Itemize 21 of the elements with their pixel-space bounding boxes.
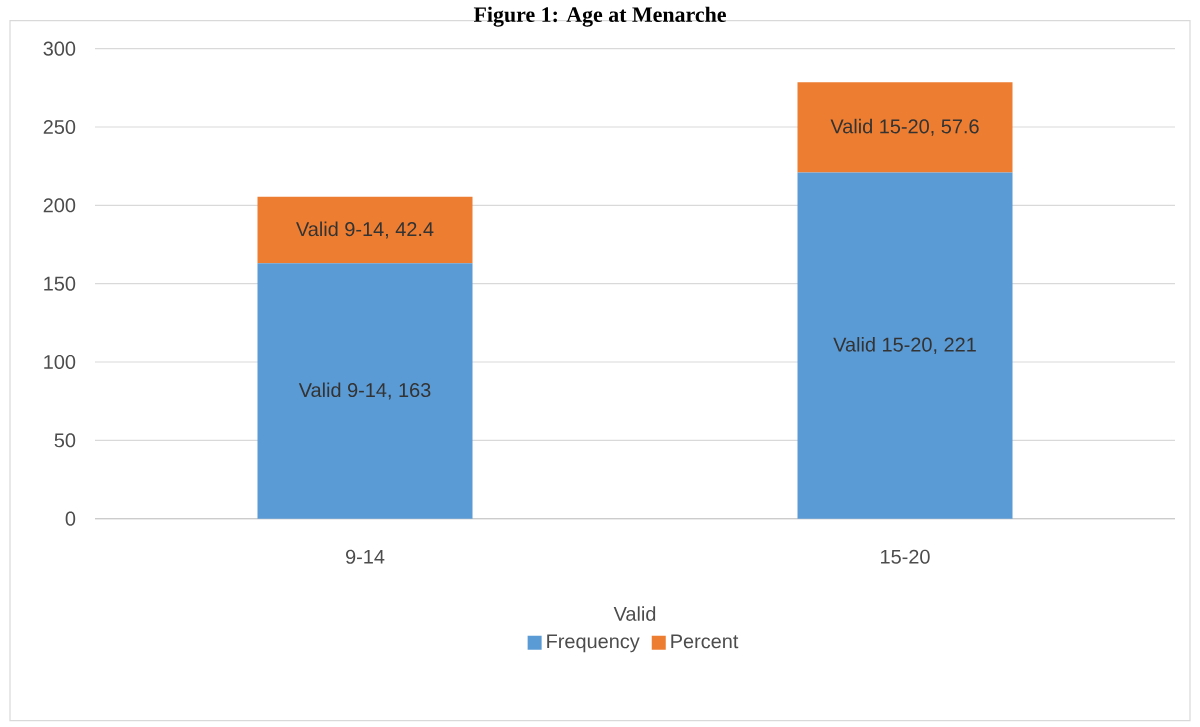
y-tick-label: 300 (43, 41, 76, 56)
bar (797, 172, 1013, 519)
bar (257, 263, 473, 519)
data-label: Valid 15-20, 221 (833, 337, 976, 355)
y-tick-label: 150 (44, 276, 76, 291)
y-tick-label: 50 (54, 433, 76, 448)
data-label: Valid 15-20, 57.6 (830, 118, 979, 136)
bar (257, 197, 473, 264)
chart-title: Figure 1: Age at Menarche (473, 6, 726, 27)
x-tick-label: 9-14 (346, 549, 385, 564)
data-label: Valid 9-14, 42.4 (296, 221, 434, 239)
y-tick-label: 250 (43, 120, 76, 135)
data-label: Valid 9-14, 163 (298, 382, 431, 400)
y-tick-label: 200 (43, 198, 76, 213)
y-tick-label: 0 (65, 511, 76, 526)
bar (797, 82, 1013, 173)
legend-label: Frequency (547, 634, 640, 653)
x-tick-label: 15-20 (881, 549, 930, 564)
y-tick-label: 100 (44, 355, 76, 370)
legend-label: Percent (671, 634, 739, 649)
x-axis-title: Valid (613, 606, 656, 622)
